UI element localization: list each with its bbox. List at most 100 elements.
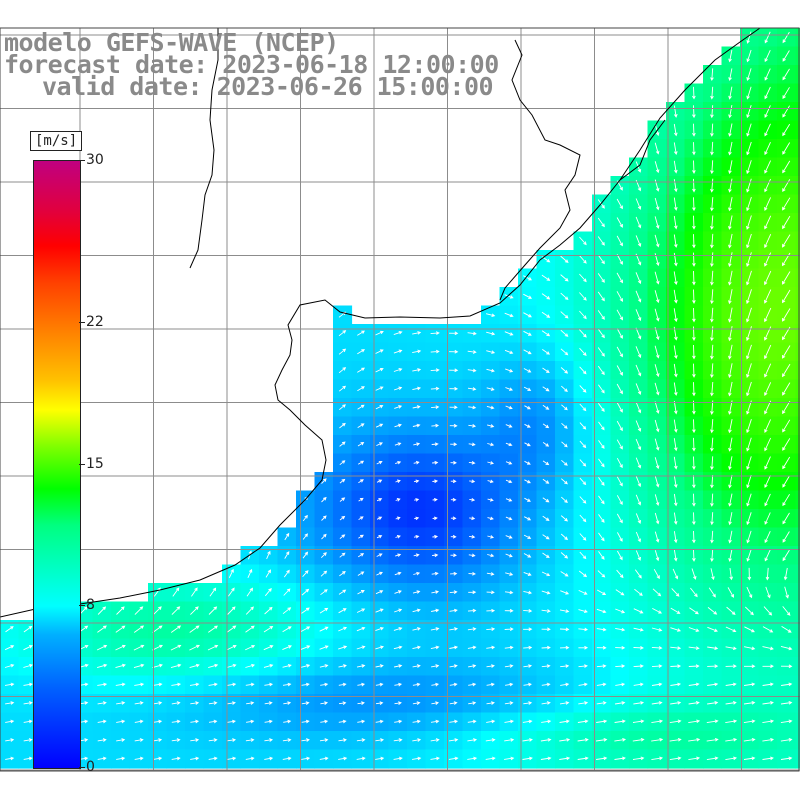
wind-speed-cell <box>795 176 800 196</box>
wind-arrow <box>190 738 200 742</box>
wind-arrow <box>560 385 568 393</box>
wind-arrow <box>412 701 421 705</box>
wind-arrow <box>321 496 327 503</box>
wind-arrow <box>688 682 700 687</box>
wind-arrow <box>688 646 700 650</box>
wind-arrow <box>394 423 402 428</box>
wind-arrow <box>560 255 569 264</box>
wind-arrow <box>97 738 107 742</box>
wind-arrow <box>782 289 791 304</box>
wind-arrow <box>651 682 663 687</box>
wind-arrow <box>228 587 235 597</box>
wind-arrow <box>523 590 533 595</box>
wind-arrow <box>597 328 605 339</box>
wind-arrow <box>23 682 33 687</box>
wind-arrow <box>692 382 696 397</box>
wind-arrow <box>710 568 715 581</box>
wind-arrow <box>782 475 790 488</box>
wind-arrow <box>450 516 457 521</box>
wind-arrow <box>710 86 714 100</box>
wind-arrow <box>691 568 697 580</box>
wind-arrow <box>782 531 790 543</box>
wind-arrow <box>597 236 605 246</box>
wind-arrow <box>5 626 14 633</box>
wind-arrow <box>762 682 774 687</box>
wind-arrow <box>245 738 255 742</box>
wind-arrow <box>707 646 719 651</box>
wind-arrow <box>375 590 384 595</box>
wind-arrow <box>707 682 719 687</box>
wind-arrow <box>115 663 126 669</box>
wind-arrow <box>635 198 642 210</box>
wind-arrow <box>171 701 181 705</box>
wind-arrow <box>764 105 771 118</box>
wind-arrow <box>692 419 696 434</box>
wind-arrow <box>486 331 496 336</box>
colorbar-tick-label: 0 <box>86 759 95 775</box>
wind-speed-cell <box>795 268 800 288</box>
wind-arrow <box>505 405 513 410</box>
wind-speed-cell <box>795 657 800 677</box>
wind-arrow <box>153 606 162 615</box>
wind-arrow <box>486 405 495 410</box>
wind-arrow <box>485 313 496 318</box>
wind-arrow <box>782 160 791 174</box>
wind-arrow <box>469 516 476 521</box>
wind-arrow <box>23 719 33 724</box>
wind-arrow <box>578 682 588 687</box>
wind-arrow <box>746 289 752 305</box>
wind-arrow <box>321 515 327 521</box>
wind-arrow <box>282 645 292 651</box>
wind-arrow <box>394 682 403 687</box>
wind-arrow <box>673 531 678 544</box>
wind-arrow <box>356 664 366 668</box>
wind-arrow <box>487 535 495 539</box>
wind-arrow <box>673 123 678 137</box>
wind-arrow <box>320 719 329 724</box>
wind-arrow <box>746 512 752 526</box>
wind-speed-cell <box>795 250 800 270</box>
wind-arrow <box>654 512 660 525</box>
wind-arrow <box>467 387 477 391</box>
wind-arrow <box>596 664 607 668</box>
wind-arrow <box>615 682 626 687</box>
wind-arrow <box>673 345 678 359</box>
wind-arrow <box>579 403 587 412</box>
wind-arrow <box>688 664 700 668</box>
wind-arrow <box>430 719 440 724</box>
wind-arrow <box>301 588 310 596</box>
wind-arrow <box>412 645 421 650</box>
wind-arrow <box>725 756 738 761</box>
forecast-date: forecast date: 2023-06-18 12:00:00 <box>4 50 499 79</box>
wind-arrow <box>616 272 623 284</box>
wind-arrow <box>688 700 700 705</box>
wind-arrow <box>358 516 364 520</box>
wind-arrow <box>540 756 552 761</box>
wind-arrow <box>654 142 660 155</box>
wind-arrow <box>449 701 458 705</box>
wind-arrow <box>635 272 642 285</box>
wind-arrow <box>578 609 588 614</box>
wind-arrow <box>282 756 292 761</box>
wind-arrow <box>710 307 714 323</box>
wind-arrow <box>189 644 200 651</box>
wind-arrow <box>597 273 605 283</box>
wind-arrow <box>651 701 663 705</box>
wind-arrow <box>412 423 421 428</box>
wind-arrow <box>782 493 790 507</box>
wind-arrow <box>782 142 791 155</box>
wind-arrow <box>782 68 790 81</box>
wind-arrow <box>654 531 660 543</box>
wind-arrow <box>375 664 384 668</box>
wind-arrow <box>728 344 733 360</box>
wind-arrow <box>728 252 733 268</box>
wind-arrow <box>432 553 439 558</box>
wind-arrow <box>542 552 550 559</box>
colorbar-tick-mark <box>79 160 85 161</box>
wind-arrow <box>764 234 772 249</box>
coastline-south-america <box>0 27 761 618</box>
wind-arrow <box>579 366 587 375</box>
wind-arrow <box>504 331 514 336</box>
wind-arrow <box>449 738 459 742</box>
wind-arrow <box>4 645 15 651</box>
